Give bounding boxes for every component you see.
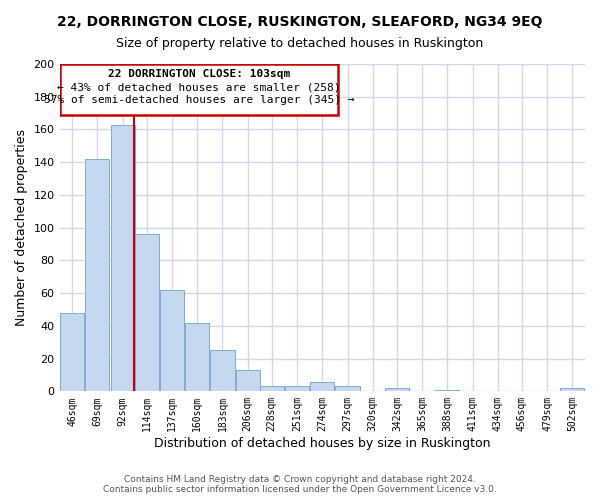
Bar: [60, 313, 84, 392]
Text: Size of property relative to detached houses in Ruskington: Size of property relative to detached ho…: [116, 38, 484, 51]
Y-axis label: Number of detached properties: Number of detached properties: [15, 129, 28, 326]
Bar: [185, 322, 209, 392]
Bar: [236, 370, 260, 392]
Bar: [110, 124, 134, 392]
Text: Contains HM Land Registry data © Crown copyright and database right 2024.: Contains HM Land Registry data © Crown c…: [124, 475, 476, 484]
Bar: [211, 350, 235, 392]
Bar: [285, 386, 309, 392]
Text: 57% of semi-detached houses are larger (345) →: 57% of semi-detached houses are larger (…: [44, 95, 354, 105]
Bar: [310, 382, 334, 392]
Text: 22 DORRINGTON CLOSE: 103sqm: 22 DORRINGTON CLOSE: 103sqm: [108, 69, 290, 79]
Text: ← 43% of detached houses are smaller (258): ← 43% of detached houses are smaller (25…: [57, 82, 341, 92]
X-axis label: Distribution of detached houses by size in Ruskington: Distribution of detached houses by size …: [154, 437, 491, 450]
Bar: [160, 290, 184, 392]
Bar: [85, 159, 109, 392]
Text: Contains public sector information licensed under the Open Government Licence v3: Contains public sector information licen…: [103, 485, 497, 494]
Bar: [435, 390, 460, 392]
Text: 22, DORRINGTON CLOSE, RUSKINGTON, SLEAFORD, NG34 9EQ: 22, DORRINGTON CLOSE, RUSKINGTON, SLEAFO…: [57, 15, 543, 29]
Bar: [560, 388, 584, 392]
Bar: [260, 386, 284, 392]
Bar: [335, 386, 359, 392]
Bar: [134, 234, 159, 392]
FancyBboxPatch shape: [59, 64, 338, 114]
Bar: [385, 388, 409, 392]
